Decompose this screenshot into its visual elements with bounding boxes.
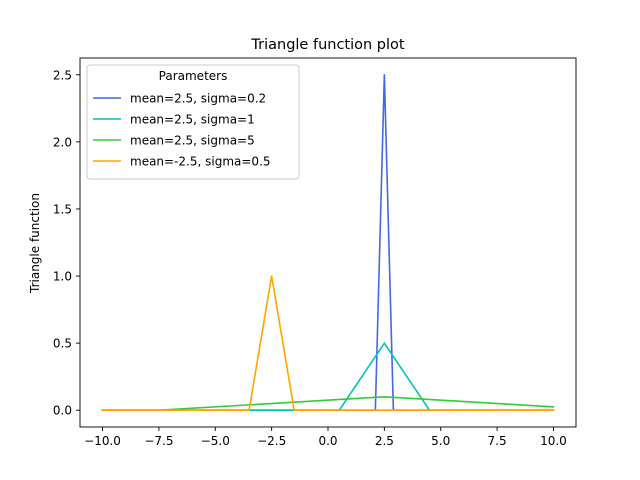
y-tick-label: 1.0: [53, 270, 72, 284]
y-tick-label: 1.5: [53, 202, 72, 216]
x-tick-label: −5.0: [201, 434, 230, 448]
legend-entry-4: mean=-2.5, sigma=0.5: [130, 155, 271, 169]
y-tick-label: 0.0: [53, 404, 72, 418]
chart-title: Triangle function plot: [250, 37, 404, 53]
x-tick-label: 0.0: [318, 434, 337, 448]
legend-entry-1: mean=2.5, sigma=0.2: [130, 92, 266, 106]
y-tick-label: 0.5: [53, 337, 72, 351]
legend: Parameters mean=2.5, sigma=0.2 mean=2.5, s…: [86, 64, 300, 180]
x-tick-label: 7.5: [488, 434, 507, 448]
x-tick-label: 2.5: [375, 434, 394, 448]
y-axis-label: Triangle function: [28, 193, 42, 294]
x-tick-label: 10.0: [540, 434, 567, 448]
legend-title: Parameters: [159, 69, 228, 83]
series-line-4: [101, 275, 555, 412]
x-tick-label: −10.0: [84, 434, 121, 448]
x-tick-label: −7.5: [144, 434, 173, 448]
y-tick-label: 2.5: [53, 68, 72, 82]
legend-box: [86, 64, 300, 180]
plot-area: −10.0 −7.5 −5.0 −2.5 0.0 2.5 5.0 7.5 10.0 0.0 0.5 1…: [53, 57, 577, 448]
legend-entry-3: mean=2.5, sigma=5: [130, 134, 255, 148]
y-tick-label: 2.0: [53, 135, 72, 149]
legend-entry-2: mean=2.5, sigma=1: [130, 113, 255, 127]
x-tick-label: 5.0: [431, 434, 450, 448]
x-tick-label: −2.5: [257, 434, 286, 448]
